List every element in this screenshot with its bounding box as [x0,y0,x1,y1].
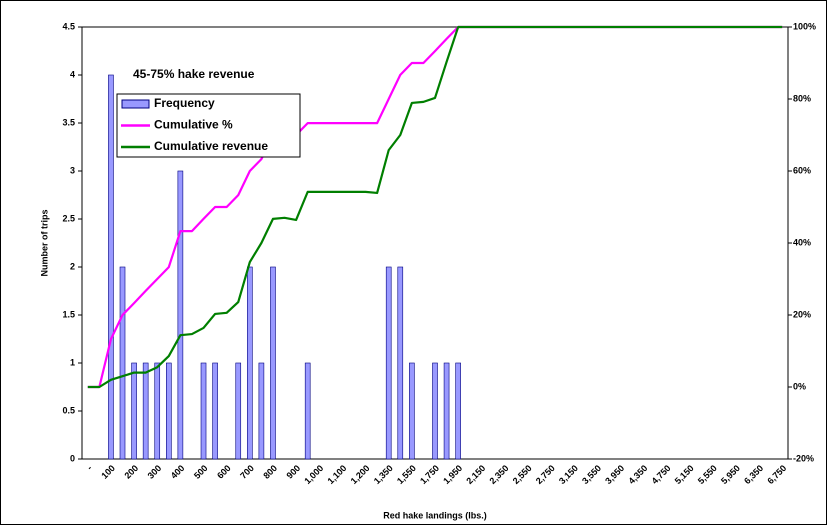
bar [258,362,265,460]
y2-tick-label: 80% [793,93,811,103]
bar [304,362,311,460]
y-tick-label: 4 [70,69,75,79]
y-tick-label: 1 [70,357,75,367]
bar [108,74,114,460]
bar [385,266,392,460]
y2-tick-label: 100% [793,21,816,31]
y2-tick-label: -20% [793,453,814,463]
y-tick-label: 0.5 [62,405,75,415]
legend-label: Frequency [154,96,215,110]
bar [177,170,184,460]
x-axis-title: Red hake landings (lbs.) [383,510,487,520]
line-series [87,25,783,389]
y-tick-label: 3.5 [62,117,75,127]
bar [235,362,242,460]
legend-swatch [121,99,150,109]
y-axis-title: Number of trips [39,209,49,276]
y2-tick-label: 60% [793,165,811,175]
bar [409,362,415,460]
y2-tick-label: 20% [793,309,811,319]
bar [212,362,218,460]
bar [131,362,137,460]
y-tick-label: 4.5 [62,21,75,31]
bar [166,362,172,460]
bar [270,266,276,460]
y-tick-label: 3 [70,165,75,175]
bar [200,362,207,460]
bar [247,266,253,460]
bar [443,362,450,460]
annotation: 45-75% hake revenue [133,67,255,81]
y-tick-label: 2 [70,261,75,271]
y-tick-label: 0 [70,453,75,463]
bar [119,266,126,460]
legend-label: Cumulative % [154,118,233,132]
bar [154,362,161,460]
bar [142,362,149,460]
x-tick-label: - [85,463,94,472]
legend-label: Cumulative revenue [154,139,268,153]
bar [432,362,438,460]
y-tick-label: 2.5 [62,213,75,223]
y-tick-label: 1.5 [62,309,75,319]
y2-tick-label: 40% [793,237,811,247]
bar [397,266,404,460]
bar [455,362,461,460]
y2-tick-label: 0% [793,381,806,391]
